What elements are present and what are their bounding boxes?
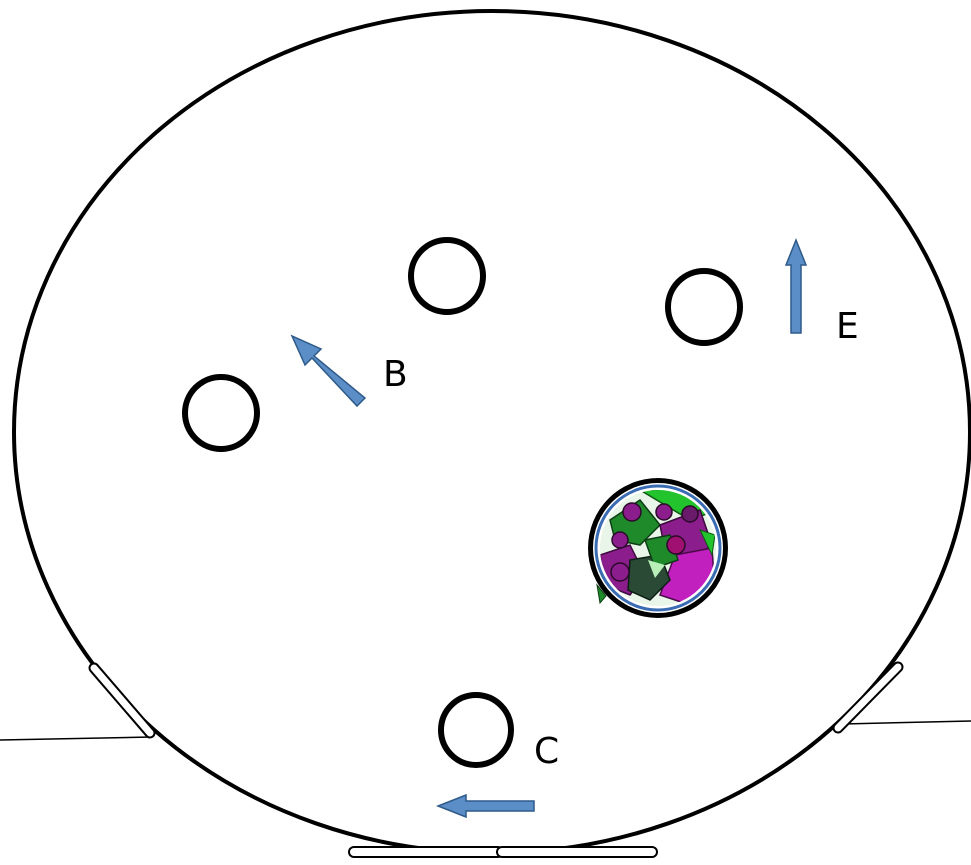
label-b: B [383, 354, 408, 395]
label-c: C [534, 731, 559, 772]
arrow-b-icon [290, 334, 367, 408]
label-e: E [836, 306, 859, 347]
arena-boundary [12, 9, 971, 855]
flower-cluster-icon [588, 478, 728, 618]
arrow-e-icon [784, 237, 808, 334]
ground-line-right [842, 720, 971, 725]
support-left [88, 662, 156, 739]
support-right [832, 661, 904, 734]
hole-right [665, 268, 743, 346]
ground-line-left [0, 736, 153, 741]
arrow-c-icon [435, 793, 535, 819]
hole-top [408, 237, 486, 315]
hole-left [182, 374, 260, 452]
hole-bottom [438, 692, 514, 768]
